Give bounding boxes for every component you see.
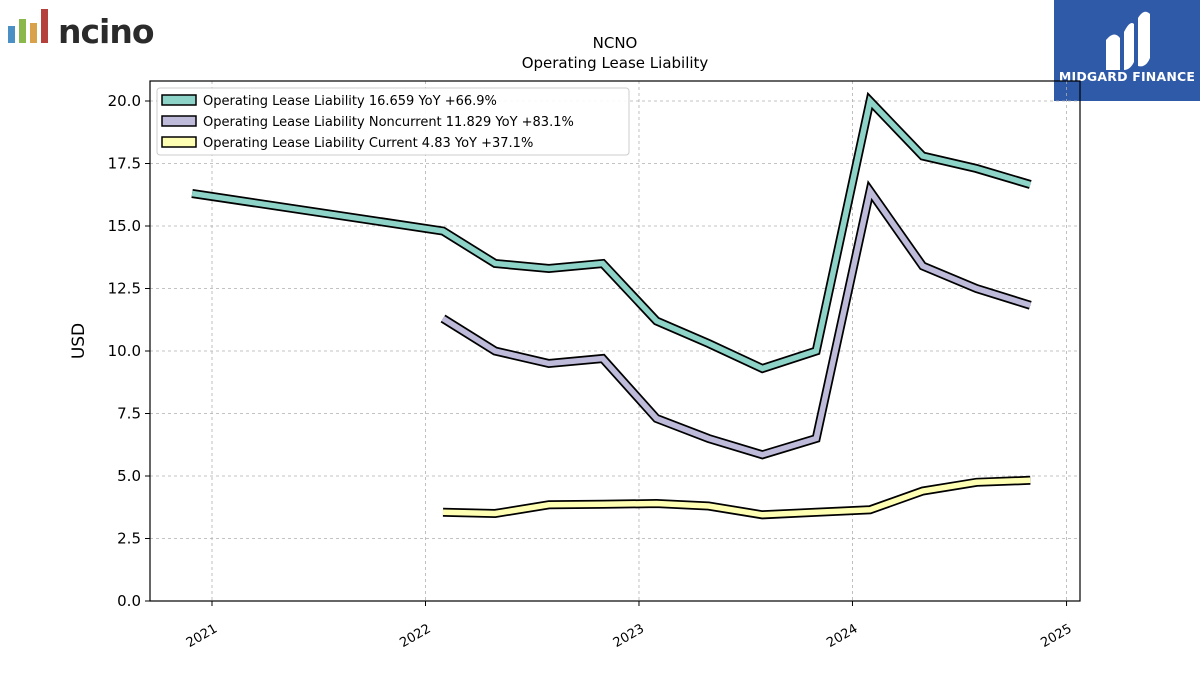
legend-swatch: [162, 95, 196, 105]
series-outline-2: [443, 191, 1030, 455]
y-tick-label: 10.0: [108, 342, 141, 360]
chart-subtitle: Operating Lease Liability: [522, 54, 709, 72]
series-line-2: [443, 191, 1030, 455]
x-tick-label: 2023: [611, 621, 647, 651]
y-tick-label: 17.5: [108, 155, 141, 173]
y-tick-label: 5.0: [117, 467, 141, 485]
legend-swatch: [162, 116, 196, 126]
legend-entry: Operating Lease Liability 16.659 YoY +66…: [203, 94, 497, 109]
x-tick-label: 2022: [397, 621, 433, 651]
x-tick-label: 2021: [184, 621, 220, 651]
y-tick-label: 2.5: [117, 530, 141, 548]
x-axis-ticks: 2021 2022 2023 2024 2025: [184, 601, 1075, 651]
line-chart: NCNO Operating Lease Liability 0.0 2.5 5.0…: [0, 0, 1200, 675]
y-tick-label: 20.0: [108, 92, 141, 110]
y-axis-label: USD: [69, 323, 89, 359]
series-line-3: [443, 480, 1030, 515]
legend-entry: Operating Lease Liability Noncurrent 11.…: [203, 115, 574, 130]
chart-title: NCNO: [593, 34, 638, 52]
y-tick-label: 0.0: [117, 592, 141, 610]
x-tick-label: 2025: [1038, 621, 1074, 651]
x-tick-label: 2024: [824, 621, 860, 651]
legend-swatch: [162, 137, 196, 147]
legend: Operating Lease Liability 16.659 YoY +66…: [157, 88, 629, 155]
legend-entry: Operating Lease Liability Current 4.83 Y…: [203, 136, 533, 151]
y-tick-label: 12.5: [108, 280, 141, 298]
y-tick-label: 15.0: [108, 217, 141, 235]
series-lines: [192, 101, 1030, 515]
y-tick-label: 7.5: [117, 405, 141, 423]
y-axis-ticks: 0.0 2.5 5.0 7.5 10.0 12.5 15.0 17.5 20.0: [108, 92, 150, 610]
